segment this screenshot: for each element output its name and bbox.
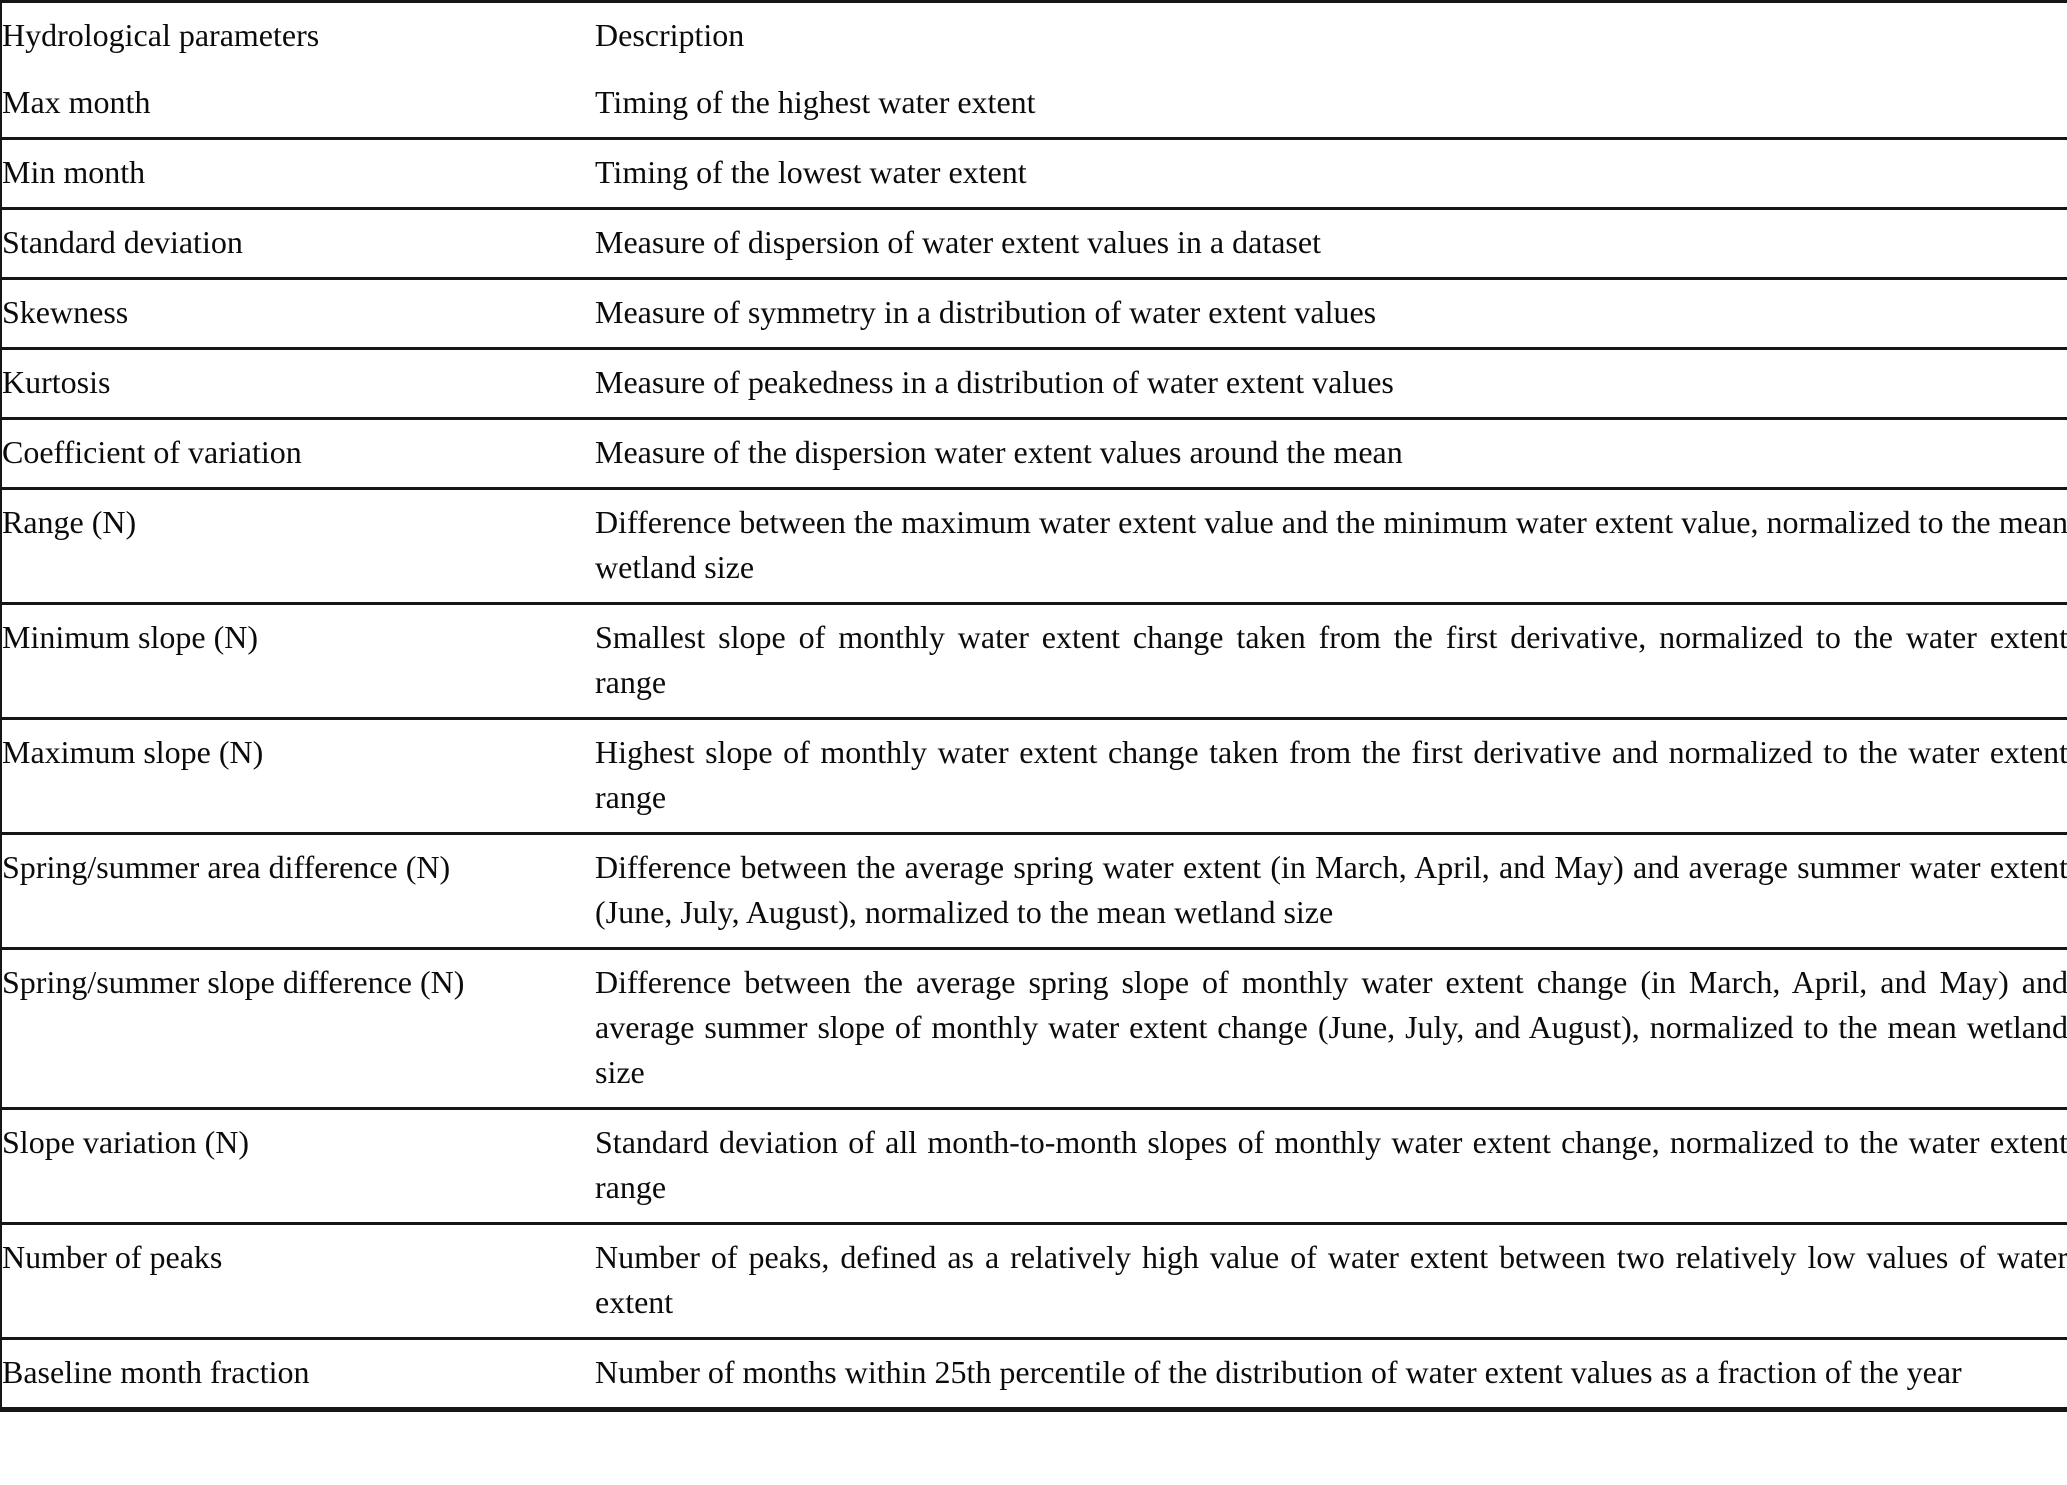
table-body: Max month Timing of the highest water ex…: [1, 70, 2067, 1410]
description-cell: Measure of dispersion of water extent va…: [595, 208, 2067, 280]
table-row: Range (N) Difference between the maximum…: [1, 488, 2067, 605]
table-row: Baseline month fraction Number of months…: [1, 1339, 2067, 1410]
parameter-cell: Minimum slope (N): [1, 603, 595, 720]
description-cell: Difference between the average spring sl…: [595, 948, 2067, 1110]
description-cell: Standard deviation of all month-to-month…: [595, 1108, 2067, 1225]
table-row: Skewness Measure of symmetry in a distri…: [1, 278, 2067, 350]
table-row: Coefficient of variation Measure of the …: [1, 418, 2067, 490]
description-cell: Number of months within 25th percentile …: [595, 1354, 1962, 1390]
table-row: Number of peaks Number of peaks, defined…: [1, 1223, 2067, 1340]
table-row: Maximum slope (N) Highest slope of month…: [1, 718, 2067, 835]
table-row: Max month Timing of the highest water ex…: [1, 70, 2067, 140]
parameter-cell: Min month: [1, 138, 595, 210]
column-header-description: Description: [595, 17, 745, 53]
description-cell: Timing of the highest water extent: [595, 70, 2067, 140]
table-row: Spring/summer area difference (N) Differ…: [1, 833, 2067, 950]
parameter-cell: Slope variation (N): [1, 1108, 595, 1225]
table-row: Spring/summer slope difference (N) Diffe…: [1, 948, 2067, 1110]
parameter-cell: Max month: [1, 70, 595, 140]
parameter-cell: Number of peaks: [1, 1223, 595, 1340]
hydrological-parameters-table: Hydrological parameters Description Max …: [0, 0, 2067, 1412]
parameter-cell: Spring/summer slope difference (N): [1, 948, 595, 1110]
description-cell: Timing of the lowest water extent: [595, 138, 2067, 210]
description-cell: Number of peaks, defined as a relatively…: [595, 1223, 2067, 1340]
description-cell: Difference between the maximum water ext…: [595, 488, 2067, 605]
table-row: Standard deviation Measure of dispersion…: [1, 208, 2067, 280]
parameter-cell: Kurtosis: [1, 348, 595, 420]
description-cell: Measure of peakedness in a distribution …: [595, 348, 2067, 420]
parameter-cell: Spring/summer area difference (N): [1, 833, 595, 950]
description-cell: Smallest slope of monthly water extent c…: [595, 603, 2067, 720]
table-row: Minimum slope (N) Smallest slope of mont…: [1, 603, 2067, 720]
description-cell: Difference between the average spring wa…: [595, 833, 2067, 950]
description-cell: Measure of symmetry in a distribution of…: [595, 278, 2067, 350]
parameter-cell: Baseline month fraction: [2, 1354, 310, 1390]
description-cell: Measure of the dispersion water extent v…: [595, 418, 2067, 490]
parameter-cell: Range (N): [1, 488, 595, 605]
description-cell: Highest slope of monthly water extent ch…: [595, 718, 2067, 835]
table-row: Kurtosis Measure of peakedness in a dist…: [1, 348, 2067, 420]
table-row: Min month Timing of the lowest water ext…: [1, 138, 2067, 210]
table-row: Slope variation (N) Standard deviation o…: [1, 1108, 2067, 1225]
parameter-cell: Maximum slope (N): [1, 718, 595, 835]
header-row: Hydrological parameters Description: [1, 2, 2067, 71]
parameter-cell: Standard deviation: [1, 208, 595, 280]
column-header-parameters: Hydrological parameters: [2, 17, 320, 53]
parameter-cell: Skewness: [1, 278, 595, 350]
parameter-cell: Coefficient of variation: [1, 418, 595, 490]
